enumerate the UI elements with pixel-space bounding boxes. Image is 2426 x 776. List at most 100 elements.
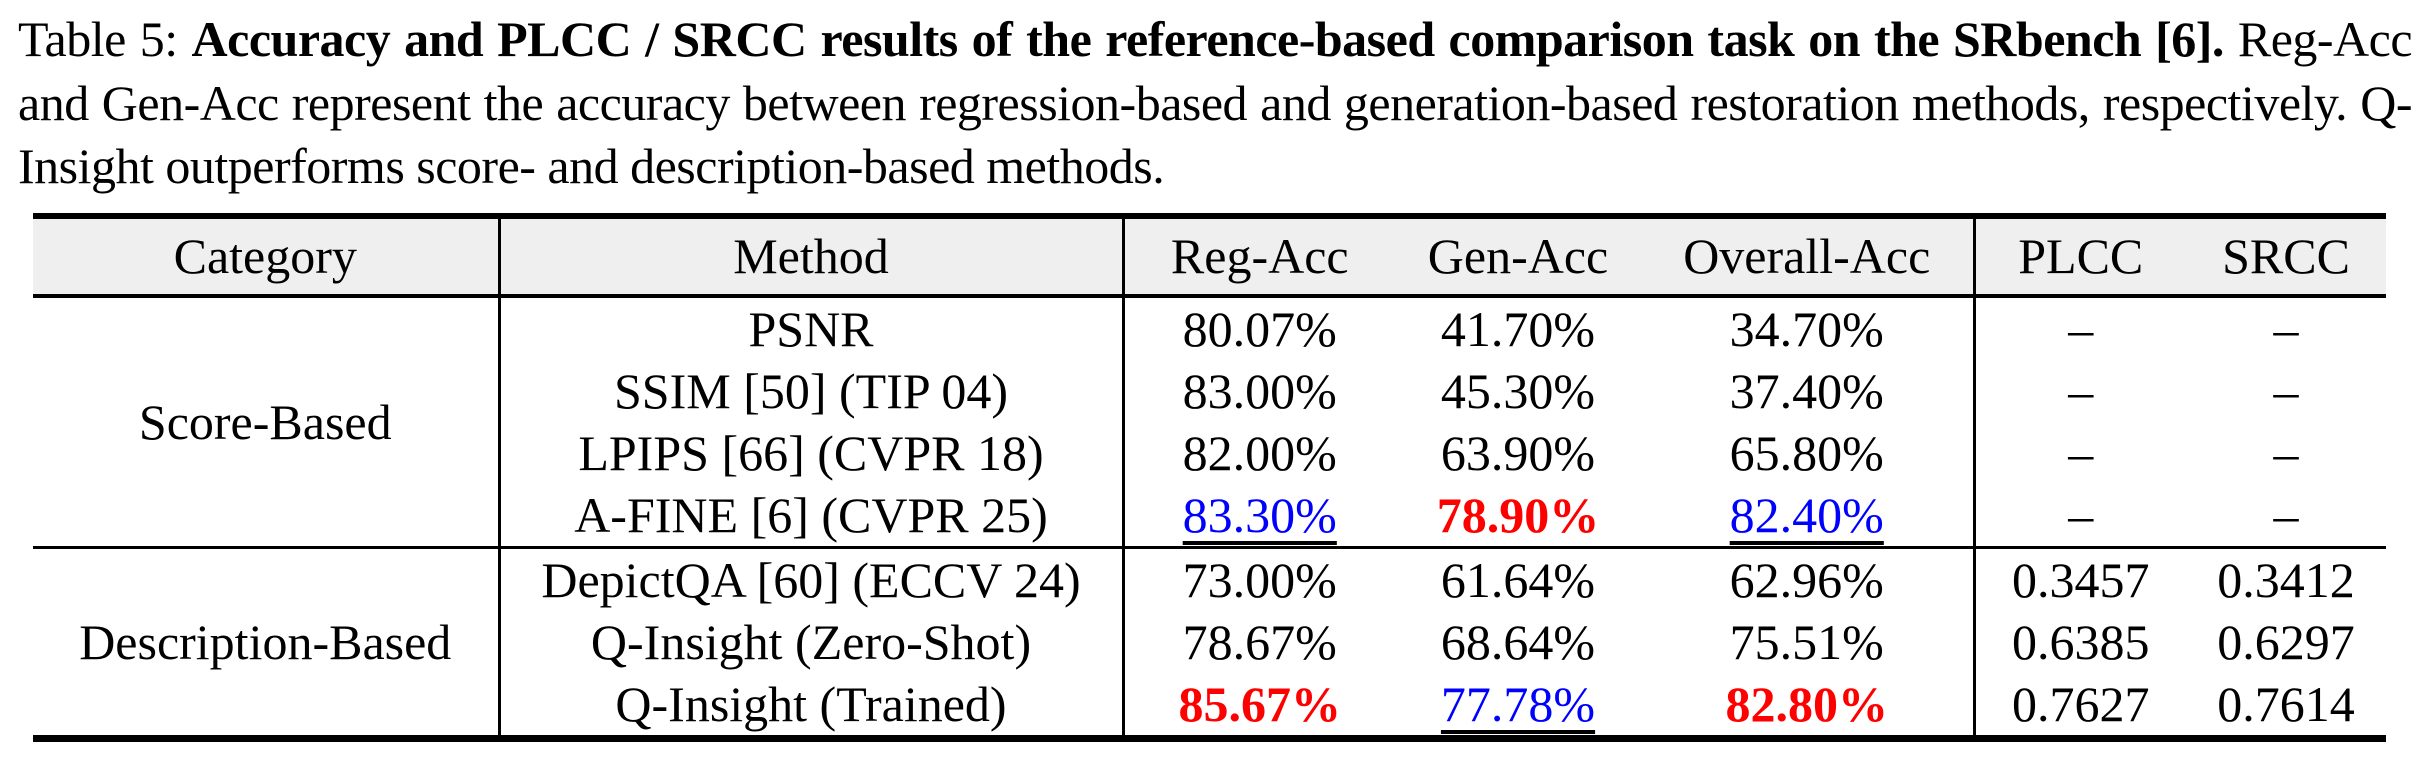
gen-acc-cell: 45.30% (1395, 360, 1641, 422)
table-row-a-fine: A-FINE [6] (CVPR 25) 83.30% 78.90% 82.40… (33, 483, 2386, 548)
gen-acc-cell: 41.70% (1395, 296, 1641, 360)
category-cell-description-based: Description-Based (33, 545, 499, 738)
method-cell: PSNR (497, 295, 1123, 360)
value: 0.7627 (2012, 675, 2150, 732)
value: 82.40% (1729, 486, 1884, 543)
reg-acc-cell: 78.67% (1121, 610, 1395, 673)
value: 0.6385 (2012, 613, 2150, 670)
plcc-cell: 0.6385 (1972, 610, 2186, 673)
value: – (2273, 424, 2299, 481)
value: – (2068, 424, 2094, 481)
overall-acc-cell: 75.51% (1641, 611, 1974, 673)
plcc-cell: – (1972, 359, 2186, 422)
value: 68.64% (1440, 613, 1596, 670)
table-row-depictqa: Description-Based DepictQA [60] (ECCV 24… (33, 545, 2386, 738)
value: 34.70% (1729, 300, 1884, 357)
reg-acc-cell: 85.67% (1121, 672, 1395, 738)
srcc-cell: – (2186, 360, 2386, 422)
gen-acc-cell: 78.90% (1395, 484, 1641, 548)
column-header-method: Method (497, 215, 1123, 298)
table-row-psnr: Score-Based PSNR 80.07% 41.70% 34.70% – … (33, 295, 2386, 450)
table-row-lpips: LPIPS [66] (CVPR 18) 82.00% 63.90% 65.80… (33, 421, 2386, 484)
srcc-cell: – (2186, 484, 2386, 548)
value: – (2273, 486, 2299, 543)
column-header-reg-acc: Reg-Acc (1121, 215, 1395, 298)
overall-acc-cell: 37.40% (1641, 360, 1974, 422)
value: 78.90% (1436, 486, 1600, 543)
value: 62.96% (1729, 551, 1884, 608)
results-table: Category Method Reg-Acc Gen-Acc Overall-… (33, 212, 2386, 742)
value: 0.3457 (2012, 551, 2150, 608)
value: 45.30% (1440, 362, 1596, 419)
value: 78.67% (1182, 613, 1337, 670)
reg-acc-cell: 73.00% (1121, 545, 1395, 611)
value: 83.00% (1182, 362, 1337, 419)
srcc-cell: – (2186, 296, 2386, 360)
value: – (2068, 362, 2094, 419)
plcc-cell: 0.7627 (1972, 672, 2186, 738)
value: 0.3412 (2217, 551, 2355, 608)
method-cell: LPIPS [66] (CVPR 18) (497, 421, 1123, 484)
overall-acc-cell: 82.40% (1641, 484, 1974, 548)
column-header-plcc: PLCC (1972, 215, 2186, 298)
method-cell: DepictQA [60] (ECCV 24) (497, 545, 1123, 611)
table-caption-body: Reg-Acc and Gen-Acc represent the accura… (18, 11, 2413, 194)
method-cell: A-FINE [6] (CVPR 25) (497, 483, 1123, 547)
table-caption-label: Table 5: (18, 11, 178, 67)
overall-acc-cell: 34.70% (1641, 296, 1974, 360)
value: 82.80% (1725, 675, 1889, 732)
gen-acc-cell: 61.64% (1395, 545, 1641, 611)
plcc-cell: – (1972, 483, 2186, 547)
value: – (2273, 300, 2299, 357)
reg-acc-cell: 83.00% (1121, 359, 1395, 422)
table-row-ssim: SSIM [50] (TIP 04) 83.00% 45.30% 37.40% … (33, 359, 2386, 422)
table-row-q-insight-zero-shot: Q-Insight (Zero-Shot) 78.67% 68.64% 75.5… (33, 610, 2386, 673)
value: 37.40% (1729, 362, 1884, 419)
value: 83.30% (1182, 486, 1337, 543)
value: – (2068, 300, 2094, 357)
value: 75.51% (1729, 613, 1884, 670)
method-cell: Q-Insight (Trained) (497, 672, 1123, 738)
overall-acc-cell: 65.80% (1641, 422, 1974, 484)
srcc-cell: 0.3412 (2186, 545, 2386, 611)
srcc-cell: 0.6297 (2186, 611, 2386, 673)
value: 41.70% (1440, 300, 1596, 357)
plcc-cell: 0.3457 (1972, 545, 2186, 611)
reg-acc-cell: 83.30% (1121, 483, 1395, 547)
header-row: Category Method Reg-Acc Gen-Acc Overall-… (33, 215, 2386, 298)
value: 82.00% (1182, 424, 1337, 481)
method-cell: SSIM [50] (TIP 04) (497, 359, 1123, 422)
value: 61.64% (1440, 551, 1596, 608)
column-header-category: Category (33, 215, 499, 298)
value: 0.7614 (2217, 675, 2355, 732)
table-body: Score-Based PSNR 80.07% 41.70% 34.70% – … (33, 295, 2386, 739)
reg-acc-cell: 80.07% (1121, 295, 1395, 360)
value: 73.00% (1182, 551, 1337, 608)
table-caption: Table 5: Accuracy and PLCC / SRCC result… (0, 0, 2426, 199)
value: 0.6297 (2217, 613, 2355, 670)
value: – (2068, 486, 2094, 543)
value: 80.07% (1182, 300, 1337, 357)
column-header-gen-acc: Gen-Acc (1395, 215, 1641, 298)
value: 65.80% (1729, 424, 1884, 481)
method-cell: Q-Insight (Zero-Shot) (497, 610, 1123, 673)
gen-acc-cell: 63.90% (1395, 422, 1641, 484)
overall-acc-cell: 62.96% (1641, 545, 1974, 611)
value: – (2273, 362, 2299, 419)
gen-acc-cell: 77.78% (1395, 673, 1641, 739)
table-row-q-insight-trained: Q-Insight (Trained) 85.67% 77.78% 82.80%… (33, 672, 2386, 739)
reg-acc-cell: 82.00% (1121, 421, 1395, 484)
table-header: Category Method Reg-Acc Gen-Acc Overall-… (33, 215, 2386, 298)
srcc-cell: 0.7614 (2186, 673, 2386, 739)
value: 85.67% (1178, 675, 1342, 732)
value: 77.78% (1440, 675, 1596, 732)
plcc-cell: – (1972, 295, 2186, 360)
category-cell-score-based: Score-Based (138, 393, 392, 450)
table-caption-bold: Accuracy and PLCC / SRCC results of the … (191, 11, 2225, 67)
overall-acc-cell: 82.80% (1641, 673, 1974, 739)
gen-acc-cell: 68.64% (1395, 611, 1641, 673)
column-header-overall-acc: Overall-Acc (1641, 215, 1974, 298)
value: 63.90% (1440, 424, 1596, 481)
srcc-cell: – (2186, 422, 2386, 484)
